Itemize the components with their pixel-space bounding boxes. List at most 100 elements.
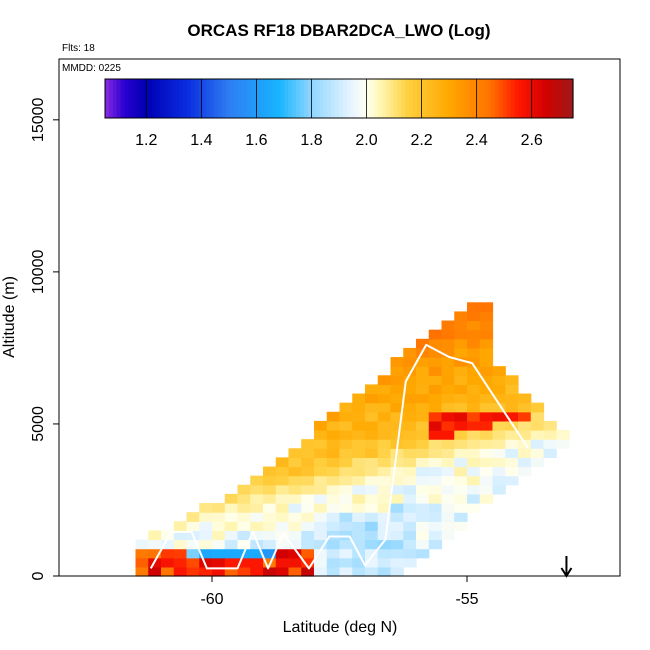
- colorbar-segment: [491, 79, 496, 118]
- heatmap-cell: [377, 430, 392, 440]
- heatmap-cell: [250, 493, 264, 504]
- colorbar-segment: [323, 79, 328, 118]
- heatmap-cell: [403, 493, 417, 504]
- heatmap-cell: [377, 493, 392, 504]
- heatmap-cell: [288, 539, 302, 550]
- heatmap-cell: [326, 530, 341, 541]
- heatmap-cell: [428, 338, 443, 349]
- heatmap-cell: [416, 548, 430, 559]
- heatmap-cell: [428, 539, 443, 550]
- heatmap-cell: [518, 466, 532, 477]
- heatmap-cell: [454, 338, 468, 349]
- heatmap-cell: [441, 503, 455, 513]
- heatmap-cell: [467, 466, 481, 477]
- colorbar-segment: [393, 79, 399, 118]
- heatmap-cell: [275, 503, 290, 513]
- heatmap-cell: [416, 366, 430, 376]
- heatmap-cell: [441, 320, 455, 331]
- heatmap-cell: [505, 475, 519, 486]
- heatmap-cell: [314, 539, 328, 550]
- heatmap-cell: [403, 503, 417, 513]
- heatmap-cell: [492, 393, 506, 404]
- heatmap-cell: [173, 557, 188, 568]
- heatmap-cell: [479, 484, 494, 495]
- colorbar-segment: [264, 79, 270, 118]
- heatmap-cell: [467, 357, 481, 367]
- heatmap-cell: [390, 420, 404, 431]
- heatmap-cell: [479, 375, 494, 385]
- heatmap-cell: [416, 466, 430, 477]
- colorbar-segment: [108, 79, 114, 118]
- heatmap-cell: [212, 530, 226, 541]
- arrow-head-icon: [560, 567, 573, 578]
- heatmap-cell: [339, 566, 353, 577]
- colorbar-segment: [105, 79, 110, 118]
- heatmap-cell: [199, 512, 213, 522]
- heatmap-cell: [492, 420, 506, 431]
- heatmap-cell: [339, 521, 353, 531]
- heatmap-cell: [479, 311, 494, 322]
- heatmap-cell: [403, 402, 417, 413]
- heatmap-cell: [161, 530, 175, 541]
- heatmap-cell: [365, 493, 379, 504]
- heatmap-cell: [161, 566, 175, 577]
- heatmap-cell: [224, 493, 239, 504]
- heatmap-cell: [212, 521, 226, 531]
- colorbar-segment: [136, 79, 141, 118]
- heatmap-cell: [403, 521, 417, 531]
- heatmap-cell: [505, 466, 519, 477]
- heatmap-cell: [479, 411, 494, 422]
- heatmap-cell: [441, 493, 455, 504]
- heatmap-cell: [403, 466, 417, 477]
- heatmap-cell: [454, 439, 468, 449]
- heatmap-cell: [454, 402, 468, 413]
- heatmap-cell: [467, 366, 481, 376]
- heatmap-cell: [377, 466, 392, 477]
- heatmap-cell: [250, 484, 264, 495]
- heatmap-cell: [301, 521, 315, 531]
- heatmap-cell: [518, 411, 532, 422]
- heatmap-cell: [454, 375, 468, 385]
- heatmap-cell: [352, 475, 366, 486]
- heatmap-cell: [428, 393, 443, 404]
- heatmap-cell: [403, 420, 417, 431]
- colorbar-segment: [311, 79, 317, 118]
- heatmap-cell: [212, 548, 226, 559]
- heatmap-cell: [377, 411, 392, 422]
- heatmap-cell: [186, 557, 200, 568]
- heatmap-cell: [288, 466, 302, 477]
- heatmap-cell: [224, 530, 239, 541]
- colorbar-segment: [530, 79, 535, 118]
- heatmap-cell: [467, 493, 481, 504]
- heatmap-cell: [428, 375, 443, 385]
- heatmap-cell: [403, 357, 417, 367]
- heatmap-cell: [403, 475, 417, 486]
- colorbar-segment: [370, 79, 375, 118]
- heatmap-cell: [492, 457, 506, 468]
- heatmap-cell: [479, 420, 494, 431]
- colorbar: 1.2 1.4 1.6 1.8 2.0 2.2 2.4 2.6: [104, 78, 574, 149]
- heatmap-cell: [479, 448, 494, 458]
- heatmap-cell: [161, 539, 175, 550]
- heatmap-cell: [467, 420, 481, 431]
- heatmap-cell: [212, 539, 226, 550]
- colorbar-segment: [307, 79, 313, 118]
- heatmap-cell: [390, 375, 404, 385]
- flight-track: [149, 343, 530, 570]
- heatmap-cell: [479, 384, 494, 395]
- x-tick-label: -60: [200, 591, 223, 608]
- colorbar-segment: [424, 79, 430, 118]
- heatmap-cell: [403, 411, 417, 422]
- heatmap-cell: [263, 548, 277, 559]
- heatmap-cell: [288, 448, 302, 458]
- heatmap-cell: [416, 530, 430, 541]
- heatmap-cell: [467, 402, 481, 413]
- colorbar-segment: [342, 79, 348, 118]
- colorbar-segment: [151, 79, 157, 118]
- heatmap-cell: [377, 439, 392, 449]
- heatmap-cell: [492, 448, 506, 458]
- colorbar-segment: [541, 79, 547, 118]
- heatmap-cell: [314, 548, 328, 559]
- heatmap-cell: [479, 475, 494, 486]
- heatmap-cell: [454, 347, 468, 358]
